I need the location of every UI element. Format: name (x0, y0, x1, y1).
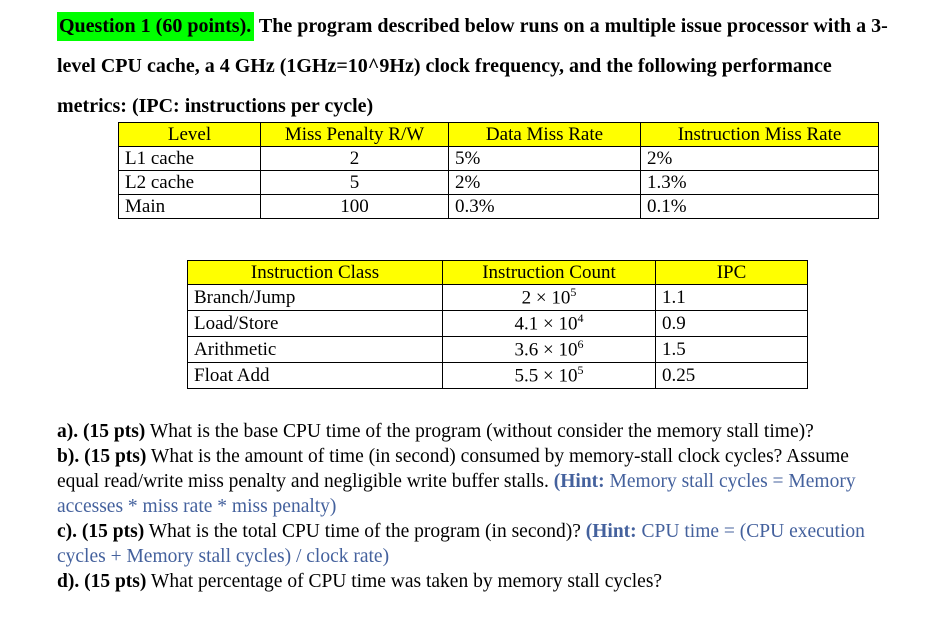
question-c-text: What is the total CPU time of the progra… (144, 521, 586, 542)
question-b-line3: accesses * miss rate * miss penalty) (57, 496, 337, 517)
intro-line-1: Question 1 (60 points). The program desc… (57, 6, 888, 46)
count-mantissa: 3.6 × 10 (514, 339, 578, 361)
col-header-miss-penalty: Miss Penalty R/W (260, 122, 449, 147)
cell-data-miss: 5% (448, 146, 641, 171)
cell-ipc: 0.25 (655, 362, 808, 389)
cell-instr-miss: 2% (640, 146, 879, 171)
table-row: Branch/Jump 2 × 105 1.1 (187, 284, 808, 311)
question-d-text: What percentage of CPU time was taken by… (146, 571, 663, 592)
question-a: a). (15 pts) What is the base CPU time o… (57, 419, 865, 444)
table-row: Load/Store 4.1 × 104 0.9 (187, 310, 808, 337)
table-row: Float Add 5.5 × 105 0.25 (187, 362, 808, 389)
questions-section: a). (15 pts) What is the base CPU time o… (57, 419, 865, 594)
cell-data-miss: 2% (448, 170, 641, 195)
col-header-ipc: IPC (655, 260, 808, 285)
question-c-line2: cycles + Memory stall cycles) / clock ra… (57, 546, 390, 567)
question-b-text2: equal read/write miss penalty and neglig… (57, 471, 554, 492)
question-b-hint-text: Memory stall cycles = Memory (604, 471, 856, 492)
cell-penalty: 100 (260, 194, 449, 219)
count-mantissa: 4.1 × 10 (514, 313, 578, 335)
intro-line-2: level CPU cache, a 4 GHz (1GHz=10^9Hz) c… (57, 55, 832, 77)
cell-ipc: 1.1 (655, 284, 808, 311)
cache-table-header-row: Level Miss Penalty R/W Data Miss Rate In… (118, 122, 879, 147)
question-c-label: c). (15 pts) (57, 521, 145, 542)
cell-level: Main (118, 194, 261, 219)
cell-count: 5.5 × 105 (442, 362, 656, 389)
cell-level: L2 cache (118, 170, 261, 195)
count-exponent: 6 (577, 337, 584, 352)
question-a-label: a). (15 pts) (57, 421, 146, 442)
table-row: L1 cache 2 5% 2% (118, 146, 879, 171)
instruction-table-header-row: Instruction Class Instruction Count IPC (187, 260, 808, 285)
cell-instr-miss: 0.1% (640, 194, 879, 219)
question-b-line2: equal read/write miss penalty and neglig… (57, 469, 865, 494)
count-mantissa: 2 × 10 (521, 287, 571, 309)
question-b-hint-label: (Hint: (553, 471, 605, 492)
table-row: L2 cache 5 2% 1.3% (118, 170, 879, 195)
question-c-hint-label: (Hint: (585, 521, 637, 542)
cell-class: Arithmetic (187, 336, 443, 363)
cell-ipc: 1.5 (655, 336, 808, 363)
table-row: Arithmetic 3.6 × 106 1.5 (187, 336, 808, 363)
cell-level: L1 cache (118, 146, 261, 171)
col-header-instruction-miss-rate: Instruction Miss Rate (640, 122, 879, 147)
count-exponent: 5 (577, 363, 584, 378)
col-header-instruction-count: Instruction Count (442, 260, 656, 285)
question-intro: Question 1 (60 points). The program desc… (57, 6, 888, 126)
question-d: d). (15 pts) What percentage of CPU time… (57, 569, 865, 594)
cell-penalty: 5 (260, 170, 449, 195)
question-title-highlight: Question 1 (60 points). (57, 12, 255, 41)
count-exponent: 5 (570, 285, 577, 300)
cache-metrics-table: Level Miss Penalty R/W Data Miss Rate In… (118, 122, 879, 219)
col-header-data-miss-rate: Data Miss Rate (448, 122, 641, 147)
count-exponent: 4 (577, 311, 584, 326)
question-b-text: What is the amount of time (in second) c… (146, 446, 849, 467)
intro-line-3: metrics: (IPC: instructions per cycle) (57, 95, 374, 117)
cell-class: Load/Store (187, 310, 443, 337)
question-c-hint-text: CPU time = (CPU execution (636, 521, 865, 542)
cell-count: 4.1 × 104 (442, 310, 656, 337)
cell-penalty: 2 (260, 146, 449, 171)
intro-line-1-text: The program described below runs on a mu… (254, 15, 888, 37)
question-b-line1: b). (15 pts) What is the amount of time … (57, 444, 865, 469)
cell-data-miss: 0.3% (448, 194, 641, 219)
cell-instr-miss: 1.3% (640, 170, 879, 195)
count-mantissa: 5.5 × 10 (514, 365, 578, 387)
instruction-mix-table: Instruction Class Instruction Count IPC … (187, 260, 808, 389)
question-a-text: What is the base CPU time of the program… (145, 421, 814, 442)
col-header-instruction-class: Instruction Class (187, 260, 443, 285)
question-c-line1: c). (15 pts) What is the total CPU time … (57, 519, 865, 544)
cell-count: 2 × 105 (442, 284, 656, 311)
cell-class: Branch/Jump (187, 284, 443, 311)
cell-class: Float Add (187, 362, 443, 389)
cell-count: 3.6 × 106 (442, 336, 656, 363)
question-b-label: b). (15 pts) (57, 446, 147, 467)
question-d-label: d). (15 pts) (57, 571, 147, 592)
col-header-level: Level (118, 122, 261, 147)
table-row: Main 100 0.3% 0.1% (118, 194, 879, 219)
cell-ipc: 0.9 (655, 310, 808, 337)
